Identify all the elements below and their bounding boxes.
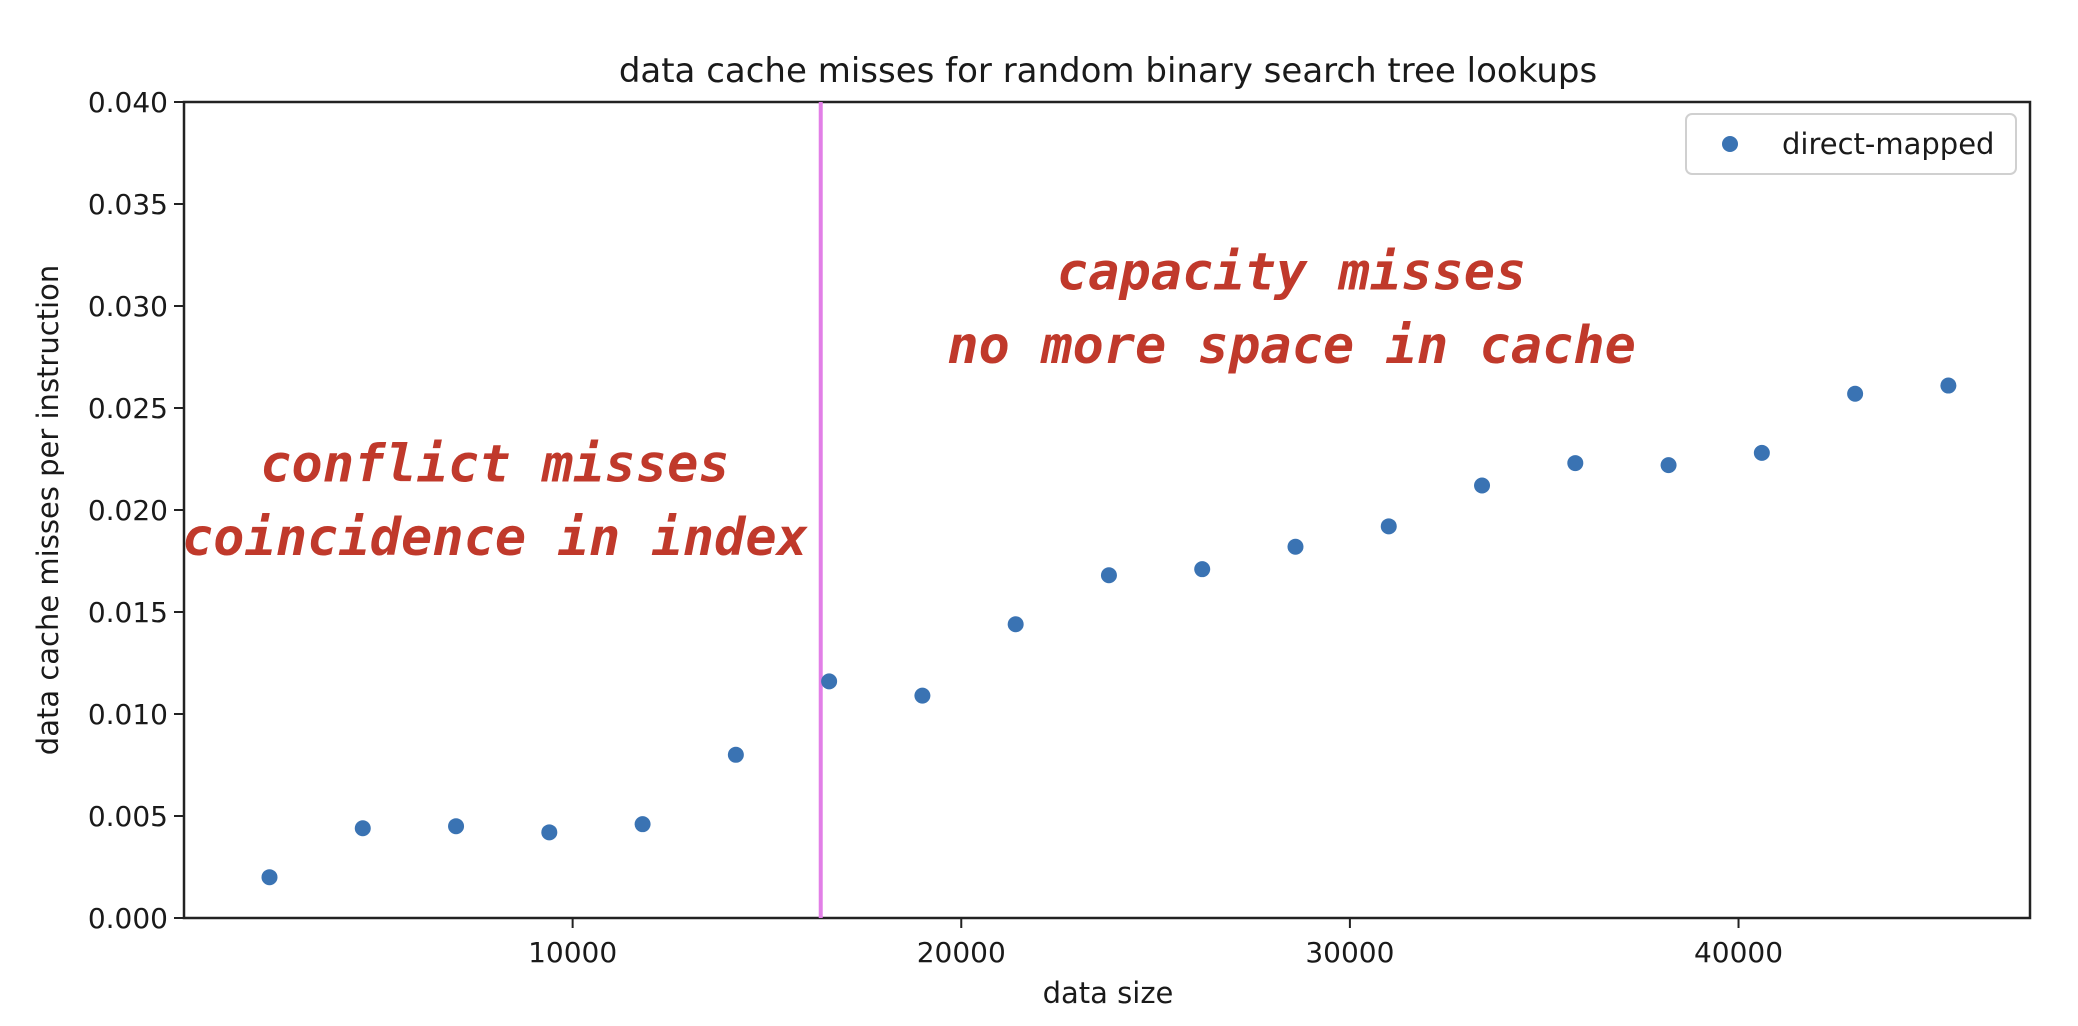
x-tick-label: 10000 <box>528 936 617 969</box>
y-tick-label: 0.000 <box>88 902 168 935</box>
plot-area: 0.000 0.005 0.010 0.015 0.020 0.025 0.030 0.035… <box>88 86 2032 969</box>
data-point <box>1567 455 1584 472</box>
y-tick-label: 0.015 <box>88 596 168 629</box>
data-point <box>1753 444 1770 461</box>
y-tick-label: 0.005 <box>88 800 168 833</box>
legend-marker <box>1722 136 1738 152</box>
x-tick-label: 20000 <box>917 936 1006 969</box>
x-tick-label: 30000 <box>1305 936 1394 969</box>
y-axis-label: data cache misses per instruction <box>31 265 65 755</box>
legend-box <box>1685 113 2017 175</box>
data-point <box>541 824 558 841</box>
data-point <box>727 746 744 763</box>
data-point <box>448 818 465 835</box>
data-point <box>1660 457 1677 474</box>
data-point <box>1007 616 1024 633</box>
data-point <box>821 673 838 690</box>
x-axis-label: data size <box>1043 976 1174 1010</box>
data-point <box>354 820 371 837</box>
y-tick-label: 0.010 <box>88 698 168 731</box>
data-point <box>914 687 931 704</box>
x-tick-label: 40000 <box>1694 936 1783 969</box>
data-point <box>1194 561 1211 578</box>
y-tick-label: 0.035 <box>88 188 168 221</box>
data-point <box>1100 567 1117 584</box>
data-point <box>634 816 651 833</box>
annotation-text: no more space in cache <box>947 316 1636 376</box>
annotation-text: conflict misses <box>260 434 730 494</box>
annotation-text: coincidence in index <box>182 508 809 568</box>
y-tick-label: 0.040 <box>88 86 168 119</box>
data-point <box>1287 538 1304 555</box>
annotation-text: capacity misses <box>1057 243 1527 303</box>
y-tick-label: 0.030 <box>88 290 168 323</box>
legend-label: direct-mapped <box>1782 127 1994 161</box>
y-tick-label: 0.020 <box>88 494 168 527</box>
data-point <box>1474 477 1491 494</box>
data-point <box>261 869 278 886</box>
data-point <box>1847 385 1864 402</box>
data-point <box>1380 518 1397 535</box>
data-point <box>1940 377 1957 394</box>
chart-title: data cache misses for random binary sear… <box>619 51 1597 91</box>
y-tick-label: 0.025 <box>88 392 168 425</box>
